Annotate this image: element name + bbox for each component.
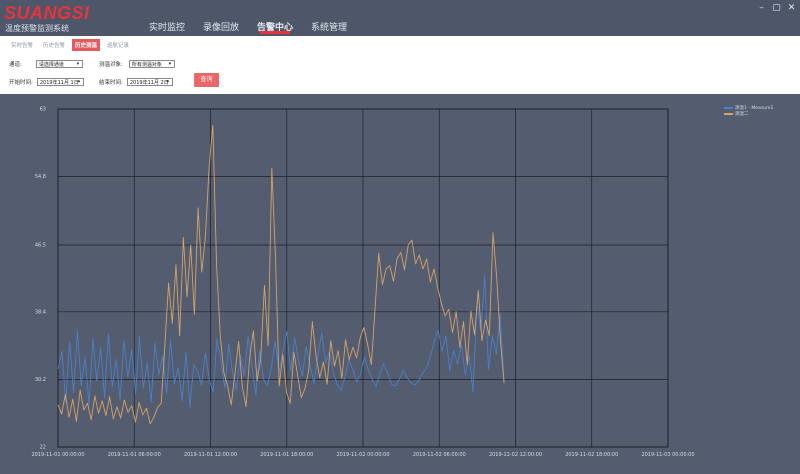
chevron-down-icon: ▾ (166, 79, 170, 85)
subtab-bar: 实时告警 历史告警 历史测温 巡航记录 (8, 39, 132, 51)
query-button[interactable]: 查询 (194, 73, 219, 87)
nav-item-alarm-center[interactable]: 告警中心 (248, 0, 302, 36)
y-tick-label: 54.8 (35, 174, 46, 180)
x-tick-label: 2019-11-02 06:00:00 (413, 452, 466, 458)
subtab-history-alarm[interactable]: 历史告警 (43, 43, 66, 49)
maximize-icon[interactable]: ▢ (772, 3, 781, 13)
chart-legend: 测温1 - Measure1 测温二 (724, 105, 773, 117)
channel-select-value: 请选择通道 (38, 61, 64, 68)
end-date-value: 2019年11月 2日 (129, 79, 169, 86)
nav-item-video-playback[interactable]: 录像回放 (202, 23, 239, 33)
series-line-1 (57, 275, 505, 408)
end-date-picker[interactable]: 2019年11月 2日 ▾ (126, 78, 173, 86)
legend-swatch-series-2 (724, 113, 733, 115)
legend-item: 测温1 - Measure1 (724, 105, 773, 111)
app-logo: SUANGSI (4, 3, 90, 23)
end-time-filter: 结束时间: 2019年11月 2日 ▾ (99, 78, 173, 86)
x-tick-label: 2019-11-02 12:00:00 (489, 452, 542, 458)
end-time-label: 结束时间: (99, 80, 123, 86)
x-tick-label: 2019-11-01 06:00:00 (108, 452, 161, 458)
legend-item: 测温二 (724, 111, 773, 117)
target-label: 测温对象: (99, 62, 123, 68)
y-tick-label: 46.5 (35, 243, 46, 249)
title-bar: SUANGSI 温度预警监测系统 实时监控 录像回放 告警中心 系统管理 – ▢… (0, 0, 800, 36)
x-tick-label: 2019-11-01 18:00:00 (260, 452, 313, 458)
start-date-value: 2019年11月 1日 (39, 79, 79, 86)
nav-item-realtime-monitor[interactable]: 实时监控 (148, 23, 185, 33)
start-date-picker[interactable]: 2019年11月 1日 ▾ (36, 78, 84, 86)
channel-filter: 通道: 请选择通道 ▾ (9, 60, 83, 68)
window-controls: – ▢ ✕ (757, 4, 796, 13)
subtab-realtime-alarm[interactable]: 实时告警 (11, 43, 34, 49)
target-select-value: 所有测温对象 (131, 61, 162, 68)
y-tick-label: 30.2 (35, 377, 46, 383)
start-time-label: 开始时间: (9, 80, 33, 86)
x-tick-label: 2019-11-03 00:00:00 (641, 452, 694, 458)
x-tick-label: 2019-11-01 00:00:00 (31, 452, 84, 458)
filter-panel: 实时告警 历史告警 历史测温 巡航记录 通道: 请选择通道 ▾ 测温对象: 所有… (0, 36, 800, 94)
x-tick-label: 2019-11-01 12:00:00 (184, 452, 237, 458)
y-tick-label: 38.4 (35, 309, 46, 315)
x-tick-label: 2019-11-02 18:00:00 (565, 452, 618, 458)
target-select[interactable]: 所有测温对象 ▾ (128, 60, 175, 68)
minimize-icon[interactable]: – (759, 3, 764, 13)
close-icon[interactable]: ✕ (787, 3, 796, 13)
y-tick-label: 22 (40, 445, 46, 451)
start-time-filter: 开始时间: 2019年11月 1日 ▾ (9, 78, 84, 86)
target-filter: 测温对象: 所有测温对象 ▾ (99, 60, 175, 68)
legend-label: 测温1 - Measure1 (735, 106, 774, 111)
series-line-2 (57, 125, 505, 425)
main-nav: 实时监控 录像回放 告警中心 系统管理 (140, 0, 356, 36)
legend-swatch-series-1 (724, 107, 733, 109)
chevron-down-icon: ▾ (168, 61, 172, 67)
y-tick-label: 63 (40, 107, 46, 113)
legend-label: 测温二 (735, 112, 749, 117)
subtab-history-temperature[interactable]: 历史测温 (72, 39, 101, 51)
subtab-cruise-record[interactable]: 巡航记录 (107, 43, 130, 49)
chevron-down-icon: ▾ (76, 61, 80, 67)
chevron-down-icon: ▾ (77, 79, 81, 85)
nav-item-system-management[interactable]: 系统管理 (310, 23, 347, 33)
x-tick-label: 2019-11-02 00:00:00 (336, 452, 389, 458)
channel-select[interactable]: 请选择通道 ▾ (35, 60, 83, 68)
channel-label: 通道: (9, 62, 22, 68)
app-subtitle: 温度预警监测系统 (5, 24, 69, 33)
